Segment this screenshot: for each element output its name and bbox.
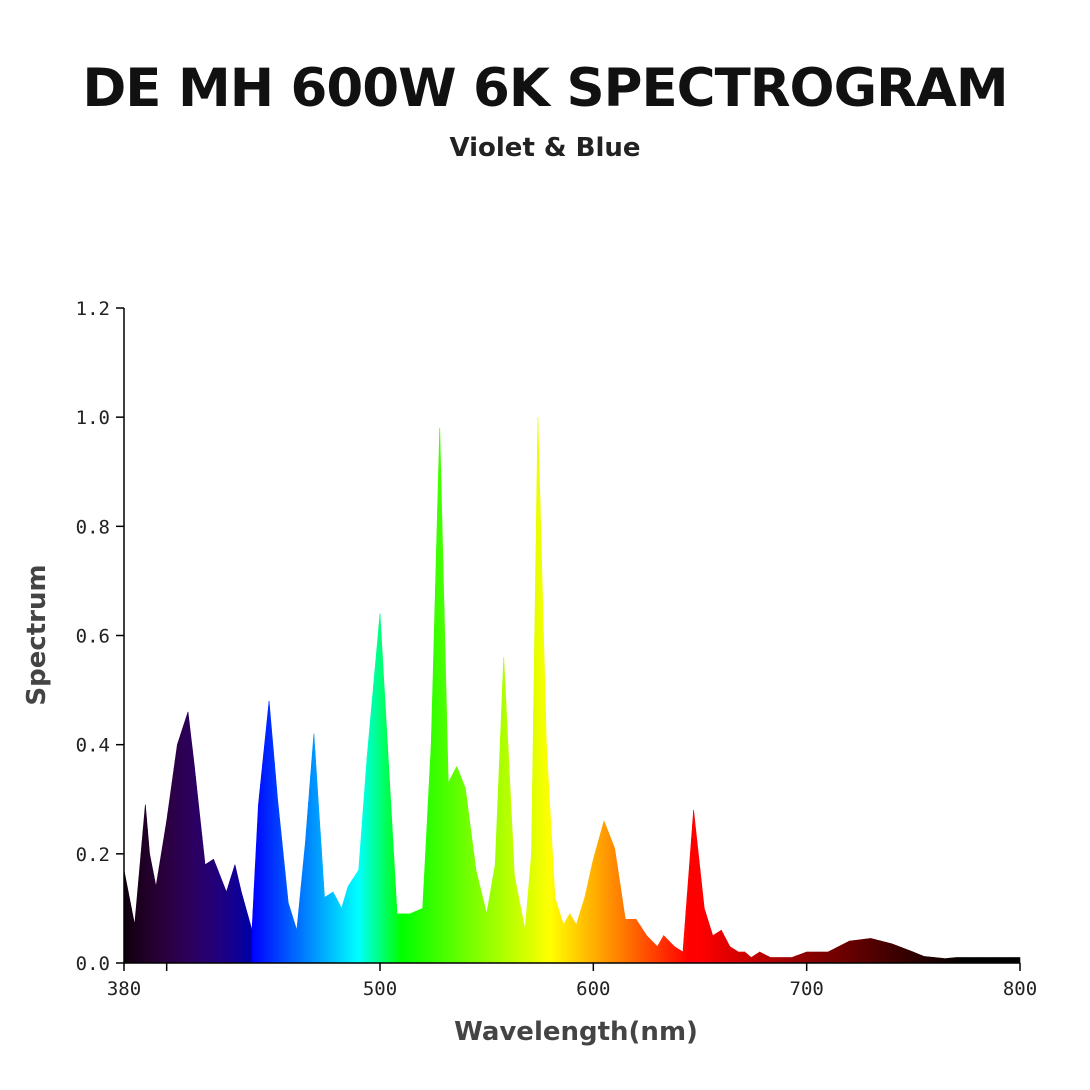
spectrum-fill: [123, 417, 1021, 964]
x-tick-label: 700: [790, 978, 824, 1000]
y-tick-label: 1.0: [76, 407, 110, 429]
y-axis-title: Spectrum: [22, 564, 52, 705]
x-tick-label: 800: [1003, 978, 1037, 1000]
y-tick-label: 0.2: [76, 844, 110, 866]
y-ticks: 0.0 0.2 0.4 0.6 0.8 1.0 1.2: [76, 298, 124, 975]
chart-subtitle: Violet & Blue: [449, 133, 641, 163]
x-tick-label: 500: [363, 978, 397, 1000]
x-tick-label: 380: [107, 978, 141, 1000]
y-tick-label: 0.8: [76, 516, 110, 538]
y-tick-label: 0.0: [76, 953, 110, 975]
y-tick-label: 0.4: [76, 735, 110, 757]
x-ticks: 380 500 600 700 800: [107, 963, 1037, 1000]
x-tick-label: 600: [576, 978, 610, 1000]
y-tick-label: 0.6: [76, 626, 110, 648]
spectrum-slice: [1018, 957, 1021, 964]
y-tick-label: 1.2: [76, 298, 110, 320]
x-axis-title: Wavelength(nm): [454, 1017, 698, 1047]
chart-title: DE MH 600W 6K SPECTROGRAM: [82, 58, 1008, 119]
